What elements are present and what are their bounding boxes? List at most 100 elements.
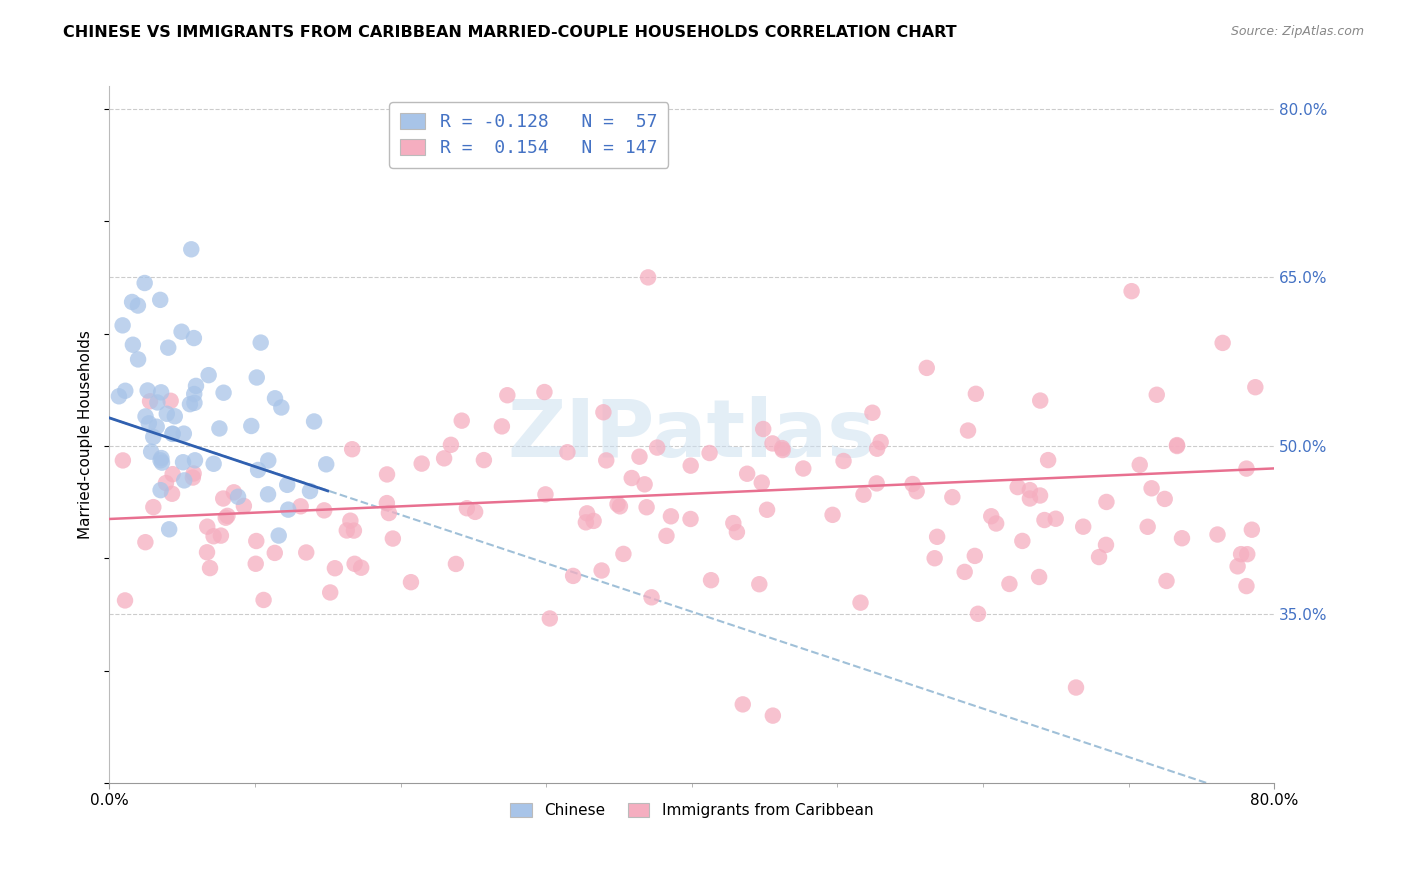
Point [184, 453, 207, 467]
Point [1121, 284, 1143, 298]
Point [655, 529, 678, 543]
Point [927, 530, 949, 544]
Point [1206, 527, 1229, 541]
Point [319, 585, 342, 599]
Point [136, 384, 159, 398]
Point [1153, 491, 1175, 506]
Point [595, 453, 617, 467]
Point [302, 414, 325, 428]
Point [375, 496, 398, 510]
Point [612, 547, 634, 561]
Point [620, 471, 643, 485]
Point [1146, 388, 1168, 402]
Point [1095, 495, 1118, 509]
Point [127, 352, 149, 367]
Text: Source: ZipAtlas.com: Source: ZipAtlas.com [1230, 25, 1364, 38]
Point [343, 524, 366, 538]
Point [399, 575, 422, 590]
Point [1029, 393, 1052, 408]
Point [575, 516, 598, 530]
Point [114, 593, 136, 607]
Point [246, 370, 269, 384]
Point [1244, 380, 1267, 394]
Point [1236, 461, 1258, 475]
Point [1007, 480, 1029, 494]
Point [232, 499, 254, 513]
Point [226, 490, 249, 504]
Point [343, 557, 366, 571]
Point [411, 457, 433, 471]
Legend: Chinese, Immigrants from Caribbean: Chinese, Immigrants from Caribbean [505, 797, 879, 824]
Point [1095, 538, 1118, 552]
Point [679, 458, 702, 473]
Point [700, 573, 723, 587]
Point [150, 385, 173, 400]
Point [609, 500, 631, 514]
Point [1236, 579, 1258, 593]
Point [591, 564, 613, 578]
Y-axis label: Married-couple Households: Married-couple Households [79, 330, 93, 539]
Point [245, 534, 267, 549]
Point [173, 474, 195, 488]
Point [150, 451, 173, 466]
Point [315, 458, 337, 472]
Point [464, 505, 486, 519]
Point [699, 446, 721, 460]
Point [450, 414, 472, 428]
Point [122, 337, 145, 351]
Point [134, 535, 156, 549]
Point [1011, 533, 1033, 548]
Point [772, 443, 794, 458]
Point [866, 476, 889, 491]
Point [245, 557, 267, 571]
Point [314, 503, 336, 517]
Text: ZIPatlas: ZIPatlas [508, 396, 876, 474]
Point [986, 516, 1008, 531]
Point [533, 385, 555, 400]
Point [270, 401, 292, 415]
Point [267, 528, 290, 542]
Point [202, 457, 225, 471]
Point [215, 510, 238, 524]
Point [339, 514, 361, 528]
Point [1064, 681, 1087, 695]
Point [905, 484, 928, 499]
Point [633, 477, 655, 491]
Point [183, 396, 205, 410]
Point [534, 487, 557, 501]
Point [276, 478, 298, 492]
Point [866, 442, 889, 456]
Point [456, 501, 478, 516]
Point [212, 491, 235, 506]
Point [173, 426, 195, 441]
Point [375, 467, 398, 482]
Point [217, 508, 239, 523]
Point [157, 522, 180, 536]
Point [170, 325, 193, 339]
Point [963, 549, 986, 563]
Point [761, 436, 783, 450]
Point [295, 545, 318, 559]
Point [924, 551, 946, 566]
Point [557, 445, 579, 459]
Point [202, 529, 225, 543]
Point [735, 467, 758, 481]
Point [1171, 531, 1194, 545]
Point [257, 453, 280, 467]
Point [1240, 523, 1263, 537]
Point [160, 487, 183, 501]
Point [138, 417, 160, 431]
Point [155, 476, 177, 491]
Point [751, 475, 773, 490]
Point [1029, 489, 1052, 503]
Point [247, 463, 270, 477]
Point [592, 405, 614, 419]
Point [444, 557, 467, 571]
Point [1071, 519, 1094, 533]
Point [195, 519, 218, 533]
Point [184, 379, 207, 393]
Point [725, 525, 748, 540]
Point [980, 509, 1002, 524]
Point [212, 385, 235, 400]
Point [162, 467, 184, 482]
